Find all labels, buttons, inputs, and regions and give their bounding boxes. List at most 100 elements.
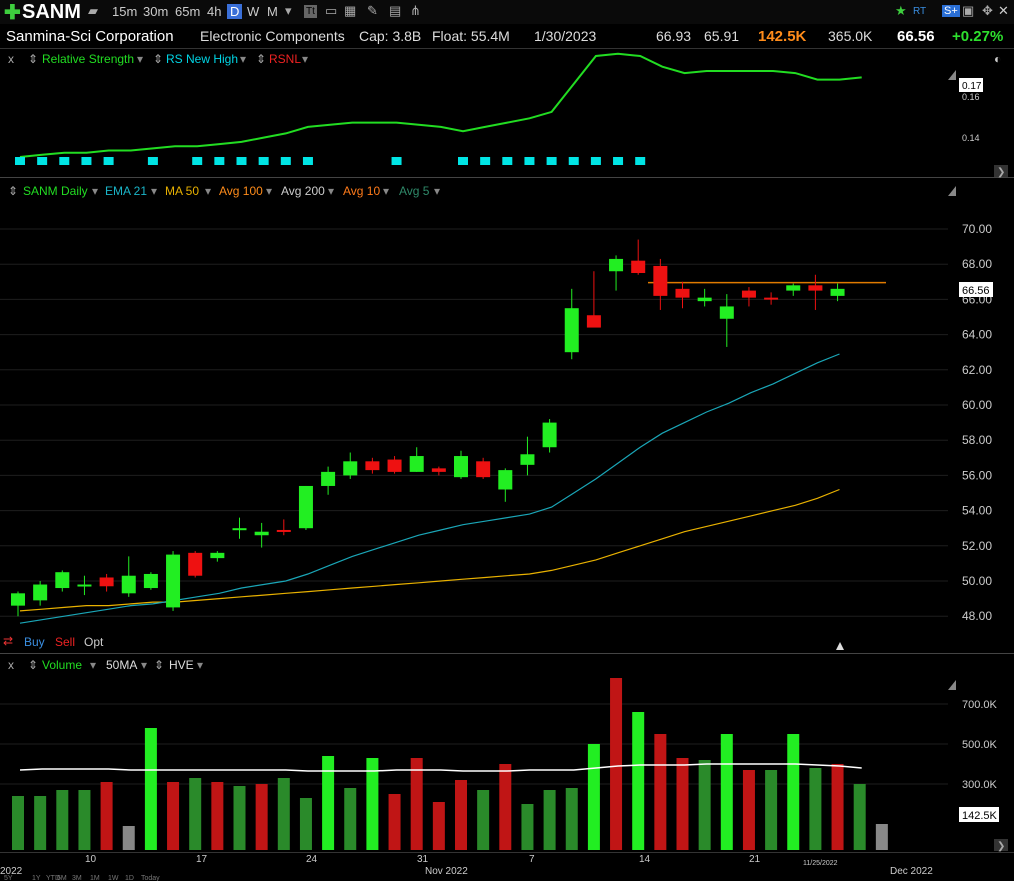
rs-reorder-icon[interactable]: ⇕ <box>28 52 39 66</box>
timeframe-15m[interactable]: 15m <box>112 4 138 19</box>
collapse-arrow-icon[interactable] <box>836 642 844 650</box>
volume-bar <box>765 770 778 850</box>
close-icon[interactable]: ✕ <box>998 3 1009 18</box>
rs-panel-close[interactable]: x <box>8 52 14 66</box>
range-button[interactable]: 1W <box>108 875 119 881</box>
hve-dropdown[interactable]: ▾ <box>197 658 204 672</box>
layout-icon[interactable]: ▭ <box>325 3 338 18</box>
rsnh-label[interactable]: RS New High <box>166 52 239 66</box>
avg5-label[interactable]: Avg 5 <box>399 184 430 198</box>
volume-reorder-icon[interactable]: ⇕ <box>28 658 39 672</box>
volume-scroll-button[interactable] <box>994 839 1008 851</box>
rs-resize-icon[interactable] <box>948 70 956 80</box>
ema21-dropdown[interactable]: ▾ <box>151 184 158 198</box>
realtime-icon[interactable]: RT <box>913 6 927 17</box>
avg100-dropdown[interactable]: ▾ <box>266 184 273 198</box>
timeframe-monthly[interactable]: M <box>267 4 278 19</box>
price-series-label[interactable]: SANM Daily <box>23 184 88 198</box>
avg10-dropdown[interactable]: ▾ <box>383 184 390 198</box>
volume-label[interactable]: Volume <box>42 658 83 672</box>
relative-strength-line <box>19 52 862 158</box>
ema21-label[interactable]: EMA 21 <box>105 184 148 198</box>
rs-new-high-marker <box>214 157 225 165</box>
ma50-label[interactable]: MA 50 <box>165 184 200 198</box>
add-symbol-icon[interactable]: ✚ <box>4 2 21 24</box>
timeframe-weekly[interactable]: W <box>247 4 260 19</box>
avg100-label[interactable]: Avg 100 <box>219 184 263 198</box>
avg200-label[interactable]: Avg 200 <box>281 184 325 198</box>
volume-panel-close[interactable]: x <box>8 658 14 672</box>
candle-body <box>166 554 181 608</box>
volume-bar <box>632 712 645 850</box>
s-plus-icon[interactable]: S+ <box>942 5 960 17</box>
rs-label[interactable]: Relative Strength <box>42 52 135 66</box>
draw-pencil-icon[interactable]: ✎ <box>367 3 378 18</box>
hve-reorder-icon[interactable]: ⇕ <box>154 658 165 672</box>
timeframe-30m[interactable]: 30m <box>143 4 169 19</box>
last-volume-marker <box>959 807 999 822</box>
symbol-title[interactable]: SANM <box>22 1 81 23</box>
range-button[interactable]: 3M <box>72 875 82 881</box>
volume-resize-icon[interactable] <box>948 680 956 690</box>
buy-button[interactable]: Buy <box>24 635 45 649</box>
timeframe-dropdown-icon[interactable]: ▾ <box>285 3 292 18</box>
share-icon[interactable]: ⋔ <box>410 3 421 18</box>
volume-ma50-label[interactable]: 50MA <box>106 658 138 672</box>
price-series-dropdown[interactable]: ▾ <box>92 184 99 198</box>
save-icon[interactable]: ▣ <box>962 3 975 18</box>
price-resize-icon[interactable] <box>948 186 956 196</box>
rs-new-high-marker <box>59 157 70 165</box>
timeframe-4h[interactable]: 4h <box>207 4 222 19</box>
range-button[interactable]: 1D <box>125 875 134 881</box>
print-icon[interactable]: ▰ <box>88 3 98 18</box>
avg200-dropdown[interactable]: ▾ <box>328 184 335 198</box>
avg10-label[interactable]: Avg 10 <box>343 184 381 198</box>
candle-body <box>254 531 269 536</box>
avg5-dropdown[interactable]: ▾ <box>434 184 441 198</box>
rs-new-high-marker <box>192 157 203 165</box>
range-button[interactable]: 1Y <box>32 875 41 881</box>
range-button[interactable]: YTD <box>46 875 60 881</box>
timeframe-daily[interactable]: D <box>227 4 243 19</box>
compare-icon[interactable]: Tt <box>304 5 317 18</box>
trade-bar: ⇄ Buy Sell Opt <box>0 634 200 650</box>
candle-body <box>431 468 446 472</box>
rsnl-reorder-icon[interactable]: ⇕ <box>256 52 267 66</box>
hve-label[interactable]: HVE <box>169 658 194 672</box>
range-button[interactable]: 1M <box>90 875 100 881</box>
candle-body <box>55 572 70 589</box>
rs-new-high-marker <box>613 157 624 165</box>
range-button[interactable]: 6M <box>57 875 67 881</box>
sell-button[interactable]: Sell <box>55 635 76 649</box>
rsnh-reorder-icon[interactable]: ⇕ <box>153 52 164 66</box>
price-reorder-icon[interactable]: ⇕ <box>8 184 19 198</box>
volume-bar <box>787 734 800 850</box>
chevron-right-icon[interactable]: ❯ <box>997 167 1005 178</box>
rs-scroll-button[interactable] <box>994 165 1008 177</box>
rsnh-dropdown-icon[interactable]: ▾ <box>240 52 247 66</box>
ma50-dropdown[interactable]: ▾ <box>205 184 212 198</box>
grid-icon[interactable]: ▦ <box>344 3 357 18</box>
move-icon[interactable]: ✥ <box>982 3 993 18</box>
volume-dropdown[interactable]: ▾ <box>90 658 97 672</box>
rsnl-dropdown-icon[interactable]: ▾ <box>302 52 309 66</box>
range-button[interactable]: Today <box>141 875 160 881</box>
rs-new-high-marker <box>15 157 25 165</box>
float: Float: 55.4M <box>432 28 510 44</box>
range-button[interactable]: 5Y <box>4 875 13 881</box>
note-icon[interactable]: ▤ <box>389 3 402 18</box>
rs-new-high-marker <box>524 157 535 165</box>
options-button[interactable]: Opt <box>84 635 104 649</box>
timeframe-65m[interactable]: 65m <box>175 4 201 19</box>
palette-icon[interactable]: ◐ <box>994 52 1002 66</box>
volume-ma50-dropdown[interactable]: ▾ <box>141 658 148 672</box>
chevron-right-icon[interactable]: ❯ <box>997 841 1005 852</box>
rs-last-box <box>959 78 983 92</box>
trade-icon[interactable]: ⇄ <box>3 634 14 648</box>
rs-dropdown-icon[interactable]: ▾ <box>137 52 144 66</box>
rs-new-high-marker <box>147 157 158 165</box>
industry: Electronic Components <box>200 28 345 44</box>
rsnl-label[interactable]: RSNL <box>269 52 302 66</box>
star-icon[interactable]: ★ <box>895 3 907 18</box>
